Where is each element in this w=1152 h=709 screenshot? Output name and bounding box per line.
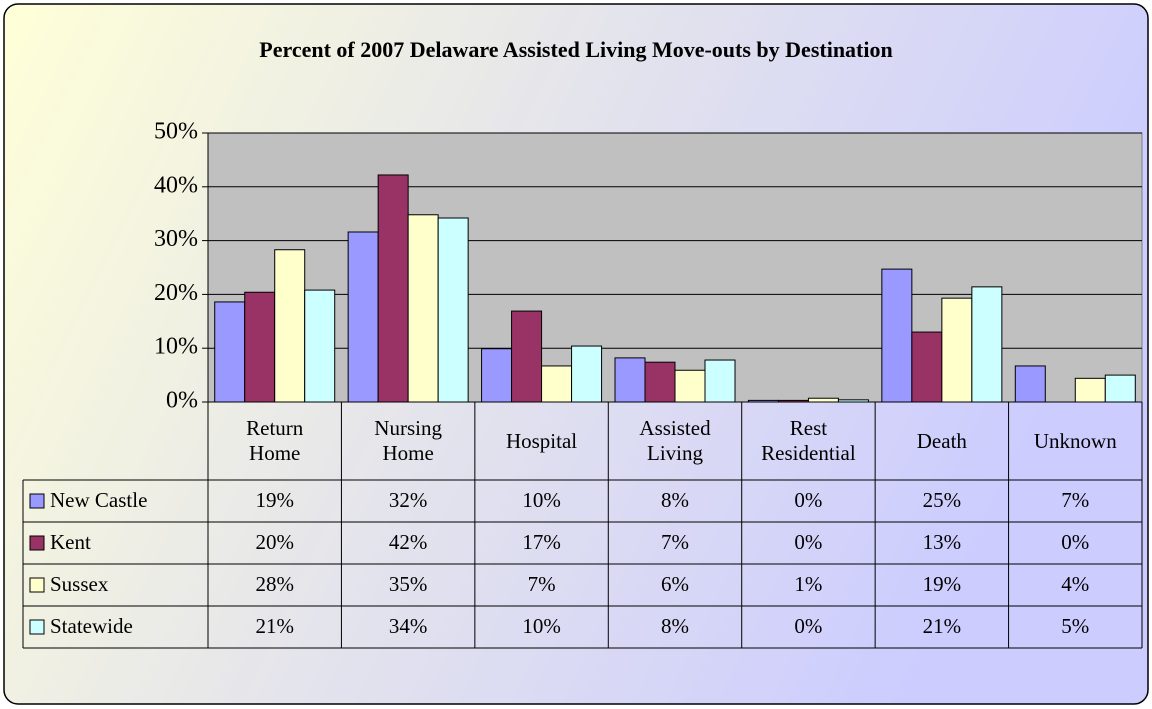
legend-label: Statewide: [50, 614, 133, 638]
bar: [274, 249, 306, 403]
chart-title: Percent of 2007 Delaware Assisted Living…: [259, 37, 892, 62]
bar: [1104, 374, 1136, 403]
legend-key: [29, 535, 45, 551]
table-value: 7%: [1061, 488, 1089, 512]
table-value: 17%: [522, 530, 561, 554]
table-value: 13%: [923, 530, 962, 554]
bar: [377, 174, 409, 403]
table-value: 8%: [661, 614, 689, 638]
table-value: 21%: [255, 614, 294, 638]
bar: [1014, 365, 1046, 403]
bar: [244, 291, 276, 403]
table-value: 0%: [794, 614, 822, 638]
legend-label: Sussex: [50, 572, 109, 596]
table-value: 10%: [522, 614, 561, 638]
table-value: 19%: [923, 572, 962, 596]
y-tick-label: 0%: [166, 388, 198, 414]
bar: [304, 289, 336, 403]
table-value: 7%: [528, 572, 556, 596]
category-label: Rest Residential: [761, 416, 856, 465]
bar: [674, 369, 706, 403]
category-label: Return Home: [246, 416, 304, 465]
y-tick-label: 30%: [154, 226, 198, 252]
table-value: 0%: [794, 488, 822, 512]
legend-key: [29, 493, 45, 509]
category-label: Nursing Home: [374, 416, 442, 465]
table-value: 25%: [923, 488, 962, 512]
category-label: Death: [916, 428, 967, 453]
bar: [644, 361, 676, 403]
bar: [571, 345, 603, 403]
table-value: 7%: [661, 530, 689, 554]
table-value: 20%: [255, 530, 294, 554]
table-value: 21%: [923, 614, 962, 638]
bar: [541, 365, 573, 403]
legend-label: New Castle: [50, 488, 147, 512]
y-tick-label: 40%: [154, 172, 198, 198]
table-value: 35%: [389, 572, 428, 596]
table-value: 0%: [1061, 530, 1089, 554]
bar: [704, 359, 736, 403]
table-value: 19%: [255, 488, 294, 512]
legend-key: [29, 619, 45, 635]
bar: [437, 217, 469, 403]
bar: [407, 214, 439, 403]
bar: [971, 286, 1003, 403]
table-value: 10%: [522, 488, 561, 512]
legend-key: [29, 577, 45, 593]
table-value: 32%: [389, 488, 428, 512]
bar: [881, 268, 913, 403]
table-value: 1%: [794, 572, 822, 596]
bar: [837, 399, 869, 403]
table-value: 8%: [661, 488, 689, 512]
bar: [511, 310, 543, 403]
y-tick-label: 20%: [154, 280, 198, 306]
bar: [941, 297, 973, 403]
legend-label: Kent: [50, 530, 91, 554]
table-value: 5%: [1061, 614, 1089, 638]
table-value: 42%: [389, 530, 428, 554]
bar: [347, 231, 379, 403]
bar: [481, 348, 513, 403]
table-value: 4%: [1061, 572, 1089, 596]
category-label: Hospital: [505, 428, 578, 453]
bar: [1074, 377, 1106, 403]
y-tick-label: 10%: [154, 334, 198, 360]
table-value: 34%: [389, 614, 428, 638]
bar: [214, 301, 246, 403]
table-value: 28%: [255, 572, 294, 596]
category-label: Unknown: [1033, 428, 1117, 453]
category-label: Assisted Living: [639, 416, 711, 465]
y-tick-label: 50%: [154, 119, 198, 145]
table-value: 6%: [661, 572, 689, 596]
bar: [614, 357, 646, 403]
table-value: 0%: [794, 530, 822, 554]
bar: [911, 331, 943, 403]
